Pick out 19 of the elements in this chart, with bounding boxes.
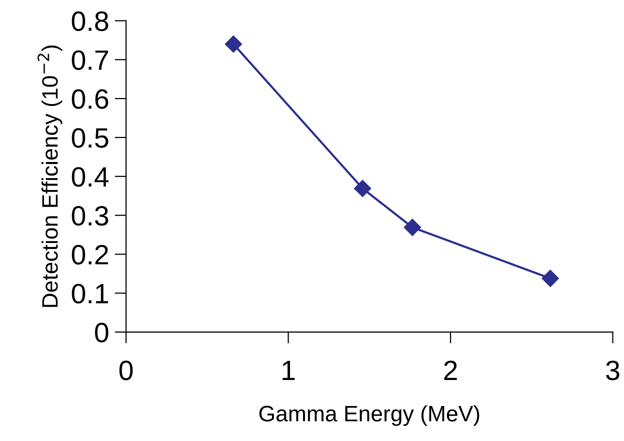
point: [542, 270, 559, 287]
x-tick-label: 1: [282, 360, 295, 380]
y-tick-label: 0: [95, 322, 108, 342]
y-tick-label: 0.2: [72, 244, 108, 265]
y-tick-label: 0.1: [72, 284, 108, 304]
x-tick-label: 2: [444, 360, 457, 380]
y-tick-label: 0.6: [72, 89, 108, 109]
y-tick-label: 0.5: [72, 128, 108, 148]
point: [224, 36, 242, 53]
y-tick-label: 0.4: [72, 167, 109, 187]
point: [354, 180, 372, 198]
x-tick-label: 0: [119, 360, 133, 380]
y-axis-title: Detection Efficiency (10$^{−2}$): [38, 46, 62, 307]
y-tick-label: 0.8: [72, 11, 108, 32]
y-tick-label: 0.7: [72, 50, 108, 70]
x-tick-label: 3: [606, 360, 620, 380]
point: [404, 218, 421, 236]
x-axis-title: Gamma Energy (MeV): [259, 405, 480, 426]
y-tick-label: 0.3: [72, 206, 108, 226]
